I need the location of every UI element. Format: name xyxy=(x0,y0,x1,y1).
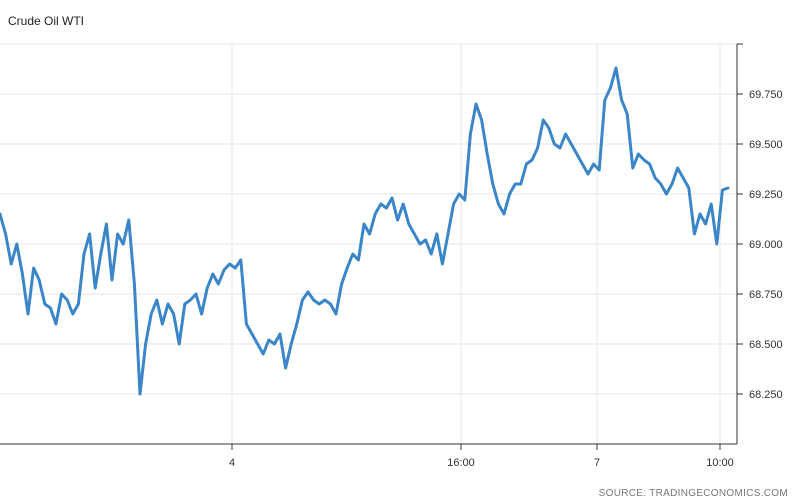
x-axis: 4 16:00 7 10:00 xyxy=(0,443,737,469)
y-tick-label: 69.250 xyxy=(749,189,783,201)
source-label: SOURCE: TRADINGECONOMICS.COM xyxy=(598,488,788,499)
grid-lines xyxy=(0,43,737,444)
x-tick-label: 4 xyxy=(229,457,235,469)
y-tick-label: 69.500 xyxy=(749,139,783,151)
y-tick-label: 69.000 xyxy=(749,239,783,251)
y-axis: 68.250 68.500 68.750 69.000 69.250 69.500 69.7… xyxy=(736,43,783,444)
y-tick-label: 68.500 xyxy=(749,339,783,351)
x-tick-label: 16:00 xyxy=(447,457,475,469)
y-tick-label: 68.750 xyxy=(749,289,783,301)
y-tick-label: 68.250 xyxy=(749,389,783,401)
y-tick-label: 69.750 xyxy=(749,89,783,101)
price-line xyxy=(0,66,730,396)
x-tick-label: 10:00 xyxy=(706,457,734,469)
x-tick-label: 7 xyxy=(594,457,600,469)
chart-title: Crude Oil WTI xyxy=(8,14,85,28)
